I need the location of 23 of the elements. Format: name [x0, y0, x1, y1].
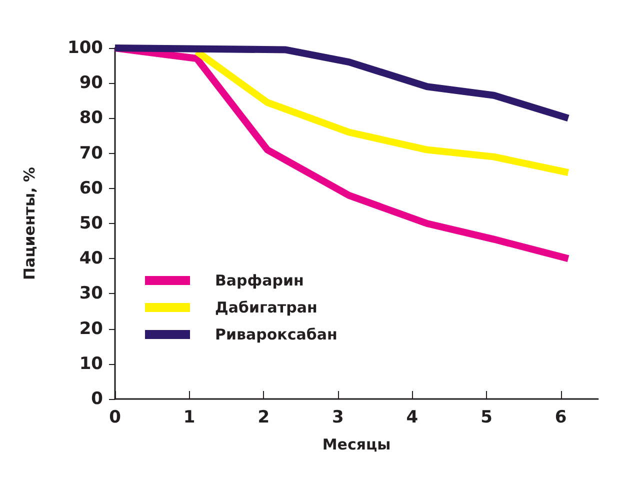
y-tick-label: 0	[91, 389, 104, 409]
x-axis-title: Месяцы	[322, 436, 391, 454]
y-tick-label: 10	[79, 354, 104, 374]
y-tick-label: 80	[79, 108, 104, 128]
y-axis-title: Пациенты, %	[20, 166, 38, 280]
y-tick-label: 50	[79, 214, 104, 234]
x-tick-label: 3	[332, 408, 344, 428]
legend-label: Ривароксабан	[215, 326, 338, 344]
y-tick-label: 20	[79, 318, 104, 339]
y-tick-label: 100	[68, 38, 104, 58]
y-tick-label: 70	[79, 143, 104, 164]
y-tick-label: 60	[79, 178, 104, 198]
y-tick-label: 90	[79, 73, 104, 94]
y-tick-label: 40	[79, 248, 104, 269]
legend-label: Варфарин	[215, 272, 304, 290]
x-tick-label: 5	[480, 408, 492, 428]
x-tick-label: 6	[554, 408, 567, 428]
x-tick-label: 0	[109, 408, 122, 428]
x-tick-label: 2	[258, 408, 270, 428]
legend-label: Дабигатран	[215, 298, 318, 316]
x-tick-label: 1	[183, 408, 196, 428]
x-tick-label: 4	[406, 408, 418, 428]
y-tick-label: 30	[79, 284, 104, 304]
